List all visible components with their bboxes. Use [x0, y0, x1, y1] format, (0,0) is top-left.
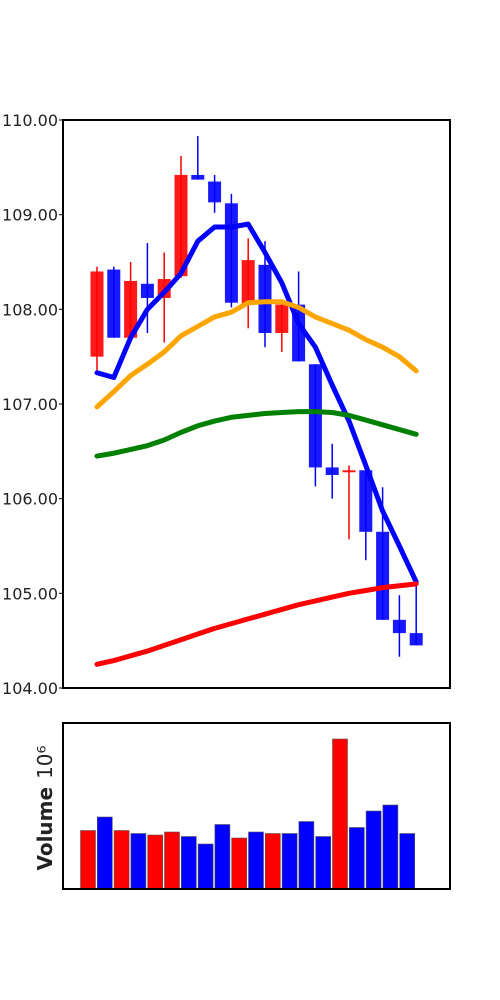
volume-label-text: Volume	[33, 787, 57, 871]
candle	[107, 266, 121, 338]
candle	[392, 595, 406, 657]
volume-bar	[197, 843, 214, 890]
volume-bar	[281, 833, 298, 890]
candle	[342, 465, 356, 540]
candle	[140, 243, 154, 333]
y-tick-label: 110.00	[2, 111, 58, 130]
candle	[275, 304, 289, 352]
volume-axis-label: Volume 10⁶	[33, 745, 57, 870]
volume-bar	[181, 836, 197, 890]
candle-body	[342, 470, 356, 473]
price-panel-frame	[62, 119, 451, 689]
candle	[191, 136, 205, 180]
candle-body	[258, 264, 272, 333]
candles-group	[90, 136, 423, 657]
candle	[90, 266, 104, 371]
moving-average-line-3	[94, 409, 419, 459]
moving-average-line-1	[94, 221, 419, 585]
volume-bar	[298, 821, 315, 890]
volume-bar	[147, 834, 163, 890]
candle-body	[409, 633, 423, 646]
candle-body	[90, 271, 104, 357]
y-tick-label: 105.00	[2, 584, 58, 603]
y-tick-label: 107.00	[2, 395, 58, 414]
volume-bar	[214, 824, 231, 890]
candle	[224, 193, 238, 308]
volume-bar	[248, 831, 264, 890]
candle-body	[392, 619, 406, 634]
candle-body	[174, 174, 188, 277]
volume-bar	[348, 827, 365, 890]
candle-body	[140, 283, 154, 298]
moving-average-line-4	[94, 581, 419, 667]
candle-body	[107, 269, 121, 338]
moving-average-line-2	[94, 299, 419, 410]
volume-panel-frame	[62, 722, 451, 890]
volume-exponent-text: 10⁶	[33, 745, 57, 778]
candle	[359, 468, 373, 561]
volume-bar	[231, 837, 247, 890]
candle-body	[224, 203, 238, 303]
candle	[308, 364, 322, 487]
candle-body	[275, 304, 289, 333]
y-tick-label: 104.00	[2, 679, 58, 698]
candle-body	[208, 181, 222, 203]
volume-bar	[382, 804, 399, 890]
volume-bar	[399, 833, 416, 890]
volume-bar	[315, 836, 332, 890]
candle	[409, 583, 423, 646]
y-tick-label: 108.00	[2, 300, 58, 319]
candle	[208, 174, 222, 213]
volume-panel: Volume 10⁶	[33, 722, 451, 890]
candle-body	[359, 470, 373, 532]
y-tick-label: 109.00	[2, 206, 58, 225]
candle-body	[376, 531, 390, 620]
candle-body	[308, 364, 322, 468]
price-panel: 104.00 105.00 106.00 107.00 108.00 109.00 110.…	[2, 111, 451, 698]
volume-bar	[97, 816, 113, 890]
candle	[124, 262, 138, 338]
volume-bar	[113, 830, 130, 890]
candle-body	[124, 280, 138, 338]
volume-bar	[264, 833, 281, 890]
candle	[325, 443, 339, 499]
volume-bar	[365, 810, 382, 890]
moving-average-lines	[94, 221, 419, 667]
volume-bar	[80, 830, 96, 890]
volume-bar	[130, 833, 147, 890]
price-y-axis-ticks: 104.00 105.00 106.00 107.00 108.00 109.00 110.…	[2, 111, 63, 698]
y-tick-label: 106.00	[2, 490, 58, 509]
volume-bar	[164, 831, 180, 890]
volume-bars-group	[80, 738, 416, 890]
candle-body	[191, 174, 205, 180]
candle	[241, 238, 255, 329]
candle-body	[325, 467, 339, 475]
candle	[174, 155, 188, 279]
candle	[258, 241, 272, 348]
volume-bar	[332, 738, 348, 890]
candle-body	[241, 260, 255, 305]
